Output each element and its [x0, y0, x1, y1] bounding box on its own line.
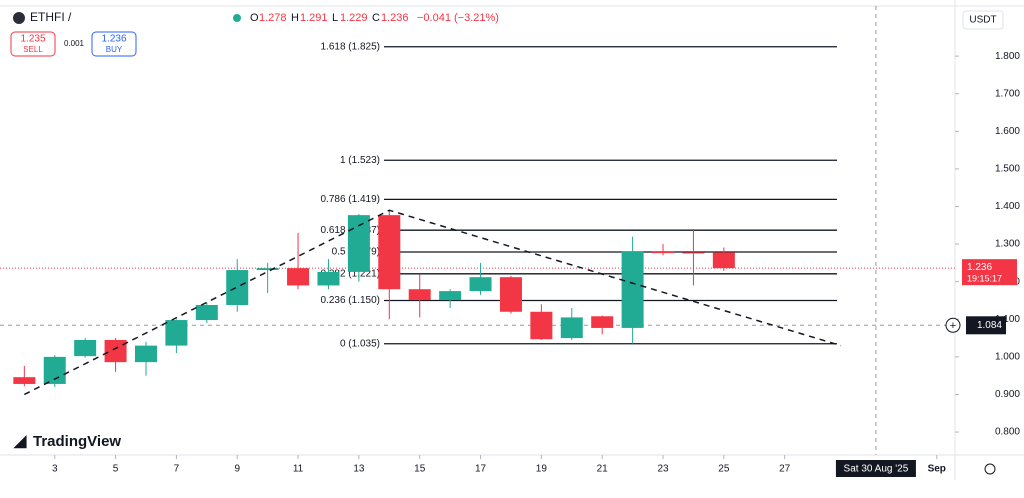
x-tick-label: 11 [293, 464, 304, 475]
candle-body [256, 268, 279, 271]
y-tick-label: 1.500 [995, 164, 1020, 175]
candle-body [43, 356, 66, 384]
fib-label: 0 (1.035) [340, 338, 380, 349]
x-tick-label: 17 [475, 464, 487, 475]
x-tick-label: 5 [113, 464, 119, 475]
y-tick-label: 1.300 [995, 239, 1020, 250]
trend-line [23, 209, 842, 396]
y-tick-label: 1.700 [995, 88, 1020, 99]
candle-body [287, 268, 310, 286]
symbol: ETHFI / [30, 10, 72, 24]
fib-label: 0.236 (1.150) [321, 295, 381, 306]
countdown: 19:15:17 [967, 274, 1002, 284]
ohlc-o-label: O [250, 12, 259, 24]
settings-button[interactable] [984, 463, 996, 475]
candle-body [652, 251, 675, 254]
status-dot [233, 14, 241, 22]
ohlc-close: 1.236 [381, 12, 409, 24]
x-tick-label: 19 [536, 464, 548, 475]
crosshair-button[interactable] [945, 317, 961, 333]
candle-body [378, 215, 401, 290]
x-tick-label: 13 [353, 464, 365, 475]
candle-body [408, 289, 431, 301]
ohlc-change: −0.041 (−3.21%) [417, 12, 499, 24]
x-tick-label: 3 [52, 464, 58, 475]
buy-label: BUY [106, 45, 123, 54]
candle-body [13, 377, 36, 384]
last-price-box [962, 259, 1017, 286]
sell-price: 1.235 [20, 34, 45, 45]
y-tick-label: 0.900 [995, 389, 1020, 400]
symbol-icon [13, 12, 25, 24]
x-tick-label: 15 [414, 464, 426, 475]
candle-body [530, 311, 553, 340]
candle-body [682, 252, 705, 254]
ohlc-h-label: H [291, 12, 299, 24]
crosshair-x-label: Sat 30 Aug '25 [844, 464, 909, 475]
candle-body [469, 277, 492, 292]
candle-body [621, 251, 644, 328]
x-tick-label: 23 [657, 464, 669, 475]
currency: USDT [969, 15, 996, 26]
candle-body [439, 291, 462, 301]
candle-body [74, 339, 97, 357]
candle-body [104, 339, 127, 363]
crosshair-x-box [835, 460, 916, 477]
x-tick-label: 25 [718, 464, 730, 475]
buy-price: 1.236 [101, 34, 126, 45]
sell-label: SELL [23, 45, 43, 54]
candle-body [317, 271, 340, 286]
x-tick-label: 27 [779, 464, 791, 475]
fib-label: 1 (1.523) [340, 155, 380, 166]
ohlc-l-label: L [332, 12, 338, 24]
ohlc-c-label: C [372, 12, 380, 24]
last-price-label: 1.236 [967, 262, 992, 273]
y-tick-label: 1.600 [995, 126, 1020, 137]
candle-body [134, 345, 157, 363]
candle-body [499, 277, 522, 312]
x-tick-label: Sep [928, 464, 946, 475]
fib-label: 1.618 (1.825) [321, 41, 381, 52]
ohlc-low: 1.229 [340, 12, 368, 24]
candle-body [226, 270, 249, 305]
currency-button[interactable] [962, 10, 1004, 30]
candle-body [591, 316, 614, 328]
fib-label: 0.786 (1.419) [321, 194, 381, 205]
crosshair-y-label: 1.084 [977, 320, 1002, 331]
ohlc-open: 1.278 [259, 12, 287, 24]
candle-body [347, 215, 370, 272]
y-tick-label: 1.000 [995, 352, 1020, 363]
candle-body [165, 320, 188, 346]
crosshair-plus: + [950, 320, 956, 332]
buy-button[interactable] [91, 31, 137, 57]
brand: TradingView [33, 433, 121, 450]
x-tick-label: 21 [597, 464, 609, 475]
y-tick-label: 0.800 [995, 427, 1020, 438]
y-tick-label: 1.800 [995, 51, 1020, 62]
candle-body [712, 252, 735, 269]
x-tick-label: 9 [234, 464, 240, 475]
ohlc-high: 1.291 [300, 12, 328, 24]
spread: 0.001 [64, 39, 85, 48]
y-tick-label: 1.400 [995, 201, 1020, 212]
x-tick-label: 7 [174, 464, 180, 475]
sell-button[interactable] [10, 31, 56, 57]
candle-body [560, 317, 583, 339]
y-tick-label: 1.100 [995, 314, 1020, 325]
fib-label: 0.382 (1.221) [321, 268, 381, 279]
crosshair-y-box [966, 316, 1006, 335]
brand-mark: ◢ [13, 433, 27, 450]
candle-body [195, 304, 218, 321]
